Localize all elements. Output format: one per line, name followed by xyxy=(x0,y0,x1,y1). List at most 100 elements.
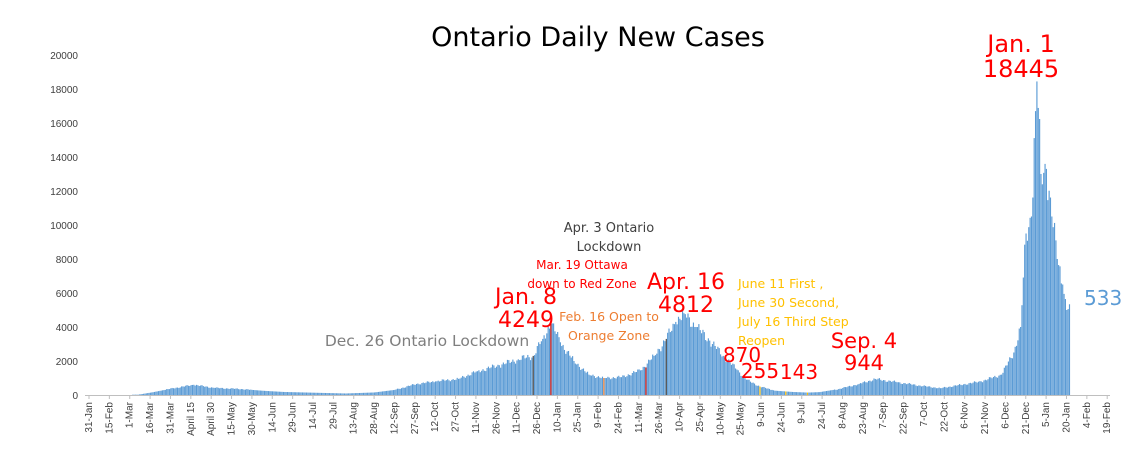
bar xyxy=(289,392,291,395)
bar xyxy=(584,371,586,395)
bar xyxy=(654,355,656,395)
bar xyxy=(859,383,861,395)
bar xyxy=(478,370,480,395)
bar xyxy=(538,342,540,395)
annotation-label: Apr. 3 Ontario xyxy=(564,221,654,236)
bar xyxy=(166,389,168,395)
bar xyxy=(630,375,632,395)
bar xyxy=(209,387,211,395)
bar xyxy=(441,379,443,395)
bar xyxy=(284,391,286,395)
bar xyxy=(493,365,495,395)
bar xyxy=(384,391,386,395)
bar xyxy=(251,389,253,395)
bar xyxy=(844,387,847,395)
y-tick-label: 10000 xyxy=(50,221,78,232)
bar xyxy=(422,382,424,395)
bar xyxy=(961,385,963,395)
bar xyxy=(1063,293,1065,395)
bar xyxy=(213,387,215,395)
bar xyxy=(532,355,534,395)
bar xyxy=(695,327,697,395)
bar xyxy=(816,392,818,395)
bar xyxy=(536,346,538,395)
bar xyxy=(791,391,794,395)
bar xyxy=(577,363,579,395)
bar xyxy=(637,369,639,395)
bar xyxy=(801,392,803,395)
bar xyxy=(194,385,196,395)
bar xyxy=(415,383,418,395)
bar xyxy=(713,341,715,395)
x-tick-label: 27-Sep xyxy=(410,402,421,435)
bar xyxy=(1020,327,1022,395)
bar xyxy=(223,388,225,395)
bar xyxy=(1034,111,1037,395)
bar xyxy=(722,355,724,395)
bar xyxy=(671,330,673,395)
bar xyxy=(766,388,768,395)
bar xyxy=(618,375,620,395)
bar xyxy=(1044,163,1046,395)
bar xyxy=(646,363,648,395)
bar xyxy=(696,327,699,395)
annotation-label: 944 xyxy=(844,351,884,375)
bar xyxy=(679,318,681,395)
bar xyxy=(793,392,795,395)
bar xyxy=(318,392,320,395)
bar xyxy=(872,380,874,395)
bar xyxy=(338,393,340,395)
y-tick-label: 14000 xyxy=(50,153,78,164)
bar xyxy=(645,367,647,395)
bar xyxy=(919,385,921,395)
chart-title: Ontario Daily New Cases xyxy=(431,22,765,53)
bar xyxy=(1014,346,1016,395)
bar xyxy=(472,371,475,395)
bar xyxy=(490,367,492,395)
bar xyxy=(307,392,309,395)
x-tick-label: 5-Jan xyxy=(1041,402,1052,427)
x-tick-label: 8-Aug xyxy=(837,402,848,429)
bar xyxy=(914,384,916,395)
bar xyxy=(930,387,932,395)
bar xyxy=(157,391,160,395)
bar xyxy=(623,375,625,395)
bar xyxy=(944,386,946,395)
bar xyxy=(839,388,841,395)
bar xyxy=(950,387,952,395)
bar xyxy=(819,392,821,395)
bar xyxy=(467,374,469,395)
bar xyxy=(782,391,784,395)
bar xyxy=(563,349,566,395)
bar xyxy=(664,341,666,395)
bar xyxy=(604,378,606,395)
bar xyxy=(479,372,481,395)
bar xyxy=(908,382,910,395)
annotation-label: Mar. 19 Ottawa xyxy=(536,258,628,272)
bar xyxy=(300,392,302,395)
bar xyxy=(991,378,993,395)
bar xyxy=(567,350,570,395)
x-tick-label: 1-Mar xyxy=(125,401,136,428)
annotation-label: Jan. 8 xyxy=(493,285,557,310)
bar xyxy=(497,364,499,395)
y-axis: 0 2000 4000 6000 8000 10000 12000 14000 16000 180… xyxy=(50,51,78,402)
bar xyxy=(432,381,434,395)
bar xyxy=(684,314,686,395)
bar xyxy=(686,317,688,395)
bar xyxy=(191,384,194,395)
bar xyxy=(156,391,158,395)
bar xyxy=(603,378,605,395)
bar xyxy=(1013,352,1015,395)
bar xyxy=(701,333,703,395)
bar xyxy=(755,385,757,395)
bar xyxy=(687,313,689,395)
bar xyxy=(834,389,836,395)
bar xyxy=(498,365,500,395)
x-tick-label: April 15 xyxy=(186,402,197,436)
bar xyxy=(901,384,904,395)
x-tick-label: 25-May xyxy=(736,402,747,435)
bar xyxy=(569,355,571,395)
x-tick-label: 4-Feb xyxy=(1082,402,1093,429)
bar xyxy=(308,392,310,395)
